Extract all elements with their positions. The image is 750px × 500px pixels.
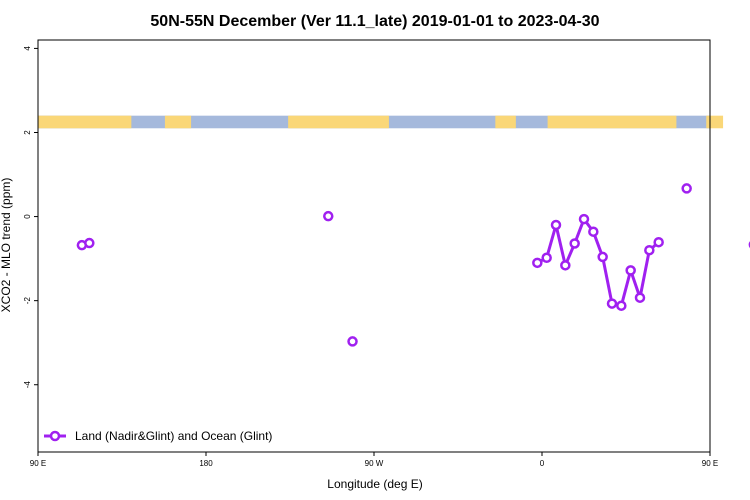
data-point <box>634 292 646 303</box>
y-tick-label: -4 <box>23 381 32 389</box>
legend: Land (Nadir&Glint) and Ocean (Glint) <box>44 429 272 443</box>
data-point <box>625 265 636 276</box>
land-ocean-mask <box>38 115 724 129</box>
data-point <box>532 257 543 269</box>
x-tick-label: 90 W <box>365 459 384 468</box>
legend-label: Land (Nadir&Glint) and Ocean (Glint) <box>75 429 272 443</box>
data-point <box>597 251 608 263</box>
y-axis: 4 2 0 -2 -4 <box>23 46 38 389</box>
x-axis-label: Longitude (deg E) <box>327 477 422 491</box>
x-tick-label: 90 E <box>702 459 718 468</box>
data-point <box>347 336 358 347</box>
chart-title: 50N-55N December (Ver 11.1_late) 2019-01… <box>150 13 599 30</box>
data-point <box>588 226 599 237</box>
x-tick-label: 180 <box>199 459 213 468</box>
data-point <box>569 238 580 249</box>
x-tick-label: 90 E <box>30 459 46 468</box>
y-tick-label: 0 <box>23 214 32 219</box>
legend-marker-swatch <box>49 430 61 442</box>
plot-frame <box>37 39 711 453</box>
data-point <box>653 236 664 248</box>
data-point <box>578 213 590 225</box>
land-segment <box>38 115 132 129</box>
y-tick-label: 2 <box>23 130 32 135</box>
land-segment <box>164 115 192 129</box>
data-point <box>84 237 95 249</box>
data-point <box>541 252 552 264</box>
data-point <box>550 219 562 231</box>
y-tick-label: -2 <box>23 297 32 305</box>
data-point <box>606 298 618 309</box>
series-layer <box>76 183 750 347</box>
data-point <box>644 244 655 256</box>
x-tick-label: 0 <box>540 459 545 468</box>
data-point <box>323 210 334 222</box>
y-axis-label: XCO2 - MLO trend (ppm) <box>0 178 13 313</box>
land-segment <box>495 115 516 129</box>
land-segment <box>706 115 724 129</box>
y-tick-label: 4 <box>23 46 32 51</box>
data-point <box>560 260 571 271</box>
land-segment <box>288 115 389 129</box>
land-segment <box>547 115 677 129</box>
data-point <box>616 300 627 311</box>
data-point <box>681 183 692 194</box>
x-axis: 90 E 180 90 W 0 90 E <box>30 452 718 468</box>
